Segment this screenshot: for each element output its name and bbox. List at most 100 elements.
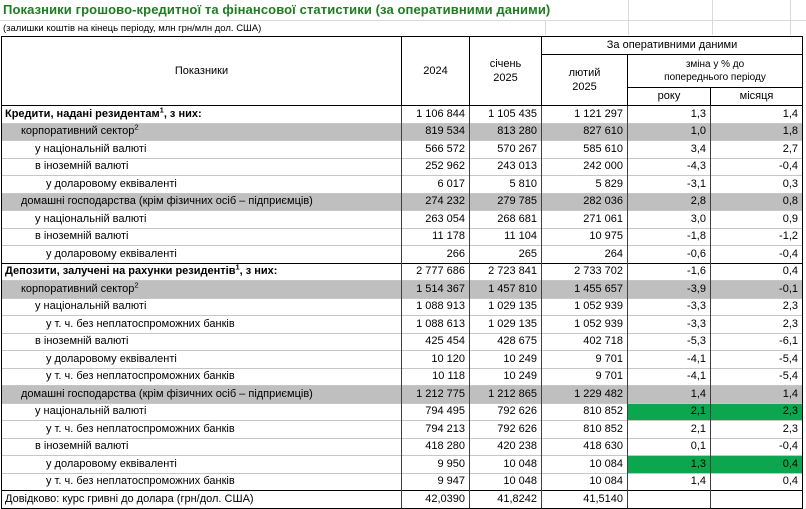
row-label: у т. ч. без неплатоспроможних банків bbox=[1, 420, 402, 438]
table-row: в іноземній валюті 252 962 243 013 242 000 -… bbox=[1, 157, 804, 176]
table-row: Кредити, надані резидентам1, з них: 1 106… bbox=[1, 105, 804, 123]
excel-gridline bbox=[712, 0, 713, 20]
table-body: Кредити, надані резидентам1, з них: 1 106… bbox=[1, 105, 804, 509]
table-header: Показники 2024 січень 2025 За оперативни… bbox=[1, 36, 804, 106]
value-feb-2025: 9 701 bbox=[541, 350, 628, 368]
value-2024: 794 213 bbox=[401, 420, 470, 438]
value-2024: 1 514 367 bbox=[401, 280, 470, 298]
excel-gridline bbox=[790, 0, 791, 20]
change-year-pct: 2,1 bbox=[627, 402, 711, 421]
value-2024: 566 572 bbox=[401, 140, 470, 158]
header-change-year: року bbox=[627, 87, 711, 106]
header-change-month: місяця bbox=[709, 87, 804, 106]
table-row: у доларовому еквіваленті 9 950 10 048 10 08… bbox=[1, 455, 804, 473]
row-label: у доларовому еквіваленті bbox=[1, 350, 402, 368]
value-feb-2025: 585 610 bbox=[541, 140, 628, 158]
table-row: у національній валюті 263 054 268 681 271 0… bbox=[1, 210, 804, 228]
value-jan-2025: 1 029 135 bbox=[469, 297, 542, 316]
change-year-pct: -4,1 bbox=[627, 367, 711, 386]
table-row: у т. ч. без неплатоспроможних банків 1 08… bbox=[1, 315, 804, 333]
value-feb-2025: 10 084 bbox=[541, 472, 628, 491]
value-feb-2025: 282 036 bbox=[541, 192, 628, 211]
change-month-pct: 2,7 bbox=[710, 140, 804, 158]
value-feb-2025: 1 455 657 bbox=[541, 280, 628, 298]
value-jan-2025: 792 626 bbox=[469, 402, 542, 421]
row-label: у національній валюті bbox=[1, 140, 402, 158]
change-year-pct: 3,4 bbox=[627, 140, 711, 158]
row-label: в іноземній валюті bbox=[1, 227, 402, 246]
value-feb-2025: 1 229 482 bbox=[541, 385, 628, 403]
change-month-pct: 2,3 bbox=[710, 315, 804, 333]
header-feb-2025: лютий 2025 bbox=[541, 54, 628, 106]
table-row: домашні господарства (крім фізичних осіб… bbox=[1, 385, 804, 403]
value-jan-2025: 1 105 435 bbox=[469, 105, 542, 123]
value-feb-2025: 402 718 bbox=[541, 332, 628, 351]
value-jan-2025: 243 013 bbox=[469, 157, 542, 176]
row-label: корпоративний сектор2 bbox=[1, 280, 402, 298]
value-feb-2025: 264 bbox=[541, 245, 628, 263]
table-row: у національній валюті 1 088 913 1 029 135 1… bbox=[1, 297, 804, 316]
change-month-pct: 0,4 bbox=[710, 472, 804, 491]
value-feb-2025: 10 975 bbox=[541, 227, 628, 246]
value-jan-2025: 813 280 bbox=[469, 122, 542, 141]
table-row: у доларовому еквіваленті 266 265 264 -0,6 -0,… bbox=[1, 245, 804, 263]
value-2024: 819 534 bbox=[401, 122, 470, 141]
change-year-pct bbox=[627, 490, 711, 509]
value-feb-2025: 9 701 bbox=[541, 367, 628, 386]
value-jan-2025: 10 048 bbox=[469, 455, 542, 473]
value-2024: 11 178 bbox=[401, 227, 470, 246]
row-label: домашні господарства (крім фізичних осіб… bbox=[1, 192, 402, 211]
excel-gridline bbox=[628, 21, 629, 35]
change-month-pct: -0,4 bbox=[710, 437, 804, 456]
change-year-pct: -0,6 bbox=[627, 245, 711, 263]
value-jan-2025: 792 626 bbox=[469, 420, 542, 438]
value-jan-2025: 5 810 bbox=[469, 175, 542, 193]
table-row: Депозити, залучені на рахунки резидентів… bbox=[1, 262, 804, 281]
change-year-pct: -3,3 bbox=[627, 297, 711, 316]
table-row: в іноземній валюті 425 454 428 675 402 718-… bbox=[1, 332, 804, 351]
value-feb-2025: 810 852 bbox=[541, 402, 628, 421]
value-feb-2025: 827 610 bbox=[541, 122, 628, 141]
page-title: Показники грошово-кредитної та фінансово… bbox=[3, 2, 551, 17]
table-row: домашні господарства (крім фізичних осіб… bbox=[1, 192, 804, 211]
row-label: корпоративний сектор2 bbox=[1, 122, 402, 141]
value-2024: 1 106 844 bbox=[401, 105, 470, 123]
header-2024: 2024 bbox=[401, 36, 470, 106]
change-year-pct: 1,4 bbox=[627, 472, 711, 491]
value-jan-2025: 41,8242 bbox=[469, 490, 542, 509]
row-label: в іноземній валюті bbox=[1, 157, 402, 176]
change-year-pct: -1,8 bbox=[627, 227, 711, 246]
value-2024: 2 777 686 bbox=[401, 262, 470, 281]
value-2024: 9 950 bbox=[401, 455, 470, 473]
excel-gridline bbox=[790, 21, 791, 35]
change-month-pct: -5,4 bbox=[710, 350, 804, 368]
value-feb-2025: 242 000 bbox=[541, 157, 628, 176]
value-feb-2025: 10 084 bbox=[541, 455, 628, 473]
value-jan-2025: 570 267 bbox=[469, 140, 542, 158]
value-2024: 252 962 bbox=[401, 157, 470, 176]
change-month-pct: -0,4 bbox=[710, 157, 804, 176]
title-underline bbox=[0, 20, 806, 21]
change-year-pct: 1,4 bbox=[627, 385, 711, 403]
change-year-pct: -3,1 bbox=[627, 175, 711, 193]
excel-gridline bbox=[628, 0, 629, 20]
row-label: у доларовому еквіваленті bbox=[1, 175, 402, 193]
change-month-pct: 2,3 bbox=[710, 402, 804, 421]
value-feb-2025: 2 733 702 bbox=[541, 262, 628, 281]
value-feb-2025: 1 121 297 bbox=[541, 105, 628, 123]
table-row: у національній валюті 566 572 570 267 585 6… bbox=[1, 140, 804, 158]
value-2024: 42,0390 bbox=[401, 490, 470, 509]
value-jan-2025: 11 104 bbox=[469, 227, 542, 246]
value-2024: 1 088 913 bbox=[401, 297, 470, 316]
value-2024: 1 212 775 bbox=[401, 385, 470, 403]
row-label: у т. ч. без неплатоспроможних банків bbox=[1, 472, 402, 491]
change-month-pct: -5,4 bbox=[710, 367, 804, 386]
value-feb-2025: 41,5140 bbox=[541, 490, 628, 509]
change-month-pct: -6,1 bbox=[710, 332, 804, 351]
change-month-pct: -1,2 bbox=[710, 227, 804, 246]
table-row: корпоративний сектор2 819 534 813 280 827 6… bbox=[1, 122, 804, 141]
table-row: у т. ч. без неплатоспроможних банків 9 94… bbox=[1, 472, 804, 491]
page-subtitle: (залишки коштів на кінець періоду, млн г… bbox=[3, 23, 262, 34]
value-2024: 9 947 bbox=[401, 472, 470, 491]
value-feb-2025: 271 061 bbox=[541, 210, 628, 228]
